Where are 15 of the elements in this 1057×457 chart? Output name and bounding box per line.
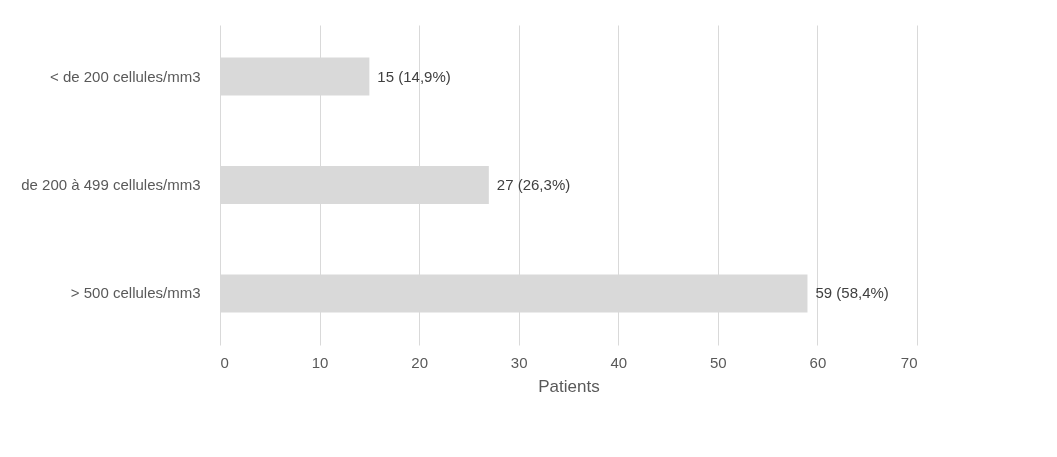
y-tick-label: > 500 cellules/mm3 [70,284,201,302]
data-label: 27 (26,3%) [496,176,571,193]
x-tick-label: 30 [510,353,528,371]
x-tick-label: 50 [710,353,727,371]
x-tick-label: 40 [610,353,628,371]
x-tick-label: 0 [220,353,229,371]
x-axis-title: Patients [538,376,600,396]
y-tick-label: < de 200 cellules/mm3 [50,67,201,85]
y-tick-label: de 200 à 499 cellules/mm3 [21,176,201,193]
x-tick-label: 10 [311,353,329,371]
x-tick-label: 70 [900,353,918,371]
x-tick-label: 20 [411,353,428,371]
data-label: 15 (14,9%) [377,67,451,85]
data-label: 59 (58,4%) [815,284,889,302]
x-tick-label: 60 [809,353,827,371]
